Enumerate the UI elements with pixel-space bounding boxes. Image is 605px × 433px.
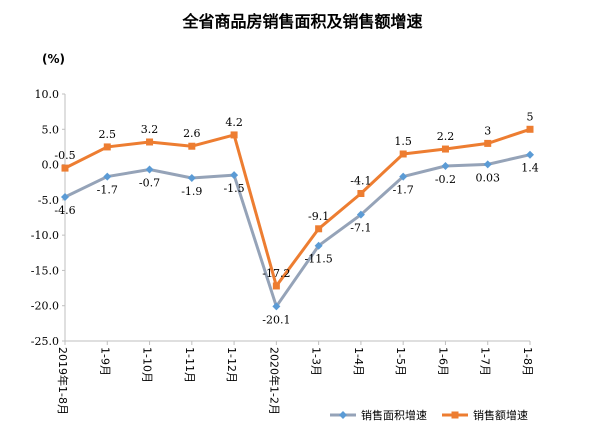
data-label: -0.5 — [54, 149, 75, 162]
data-label: 1.5 — [394, 135, 412, 148]
data-point-area — [187, 173, 196, 182]
x-tick-label: 1-5月 — [394, 347, 407, 376]
data-point-area — [526, 150, 534, 159]
data-label: -17.2 — [262, 267, 290, 280]
x-tick-label: 1-10月 — [141, 347, 154, 383]
data-point-area — [483, 160, 492, 169]
data-label: 2.2 — [437, 130, 455, 143]
x-tick-label: 2019年1-8月 — [56, 347, 70, 415]
y-axis-unit-label: (%) — [42, 52, 65, 66]
data-point-amount — [230, 131, 238, 139]
legend-marker-square — [451, 411, 459, 419]
y-tick-label: -5.0 — [38, 194, 59, 207]
x-tick-label: 1-9月 — [98, 347, 111, 376]
data-point-area — [230, 171, 239, 180]
data-label: 3.2 — [141, 123, 159, 136]
data-label: -9.1 — [308, 210, 329, 223]
x-tick-label: 1-3月 — [310, 347, 323, 376]
data-label: -4.1 — [350, 175, 371, 188]
data-point-amount — [315, 225, 323, 233]
data-label: 5 — [527, 110, 534, 123]
legend-label: 销售面积增速 — [361, 408, 427, 422]
data-point-area — [145, 165, 154, 174]
data-label: -0.7 — [139, 177, 160, 190]
x-tick-label: 1-12月 — [225, 347, 238, 383]
data-point-amount — [103, 143, 111, 151]
data-label: 0.03 — [475, 171, 500, 184]
chart-title: 全省商品房销售面积及销售额增速 — [182, 12, 423, 31]
data-label: 2.5 — [99, 128, 117, 141]
x-tick-label: 1-11月 — [183, 347, 196, 383]
data-label: -7.1 — [350, 222, 371, 235]
data-point-amount — [399, 150, 407, 158]
legend-marker-diamond — [339, 411, 347, 419]
data-label: -1.9 — [181, 185, 202, 198]
x-tick-label: 1-6月 — [436, 347, 449, 376]
data-point-amount — [484, 139, 492, 147]
data-label: -20.1 — [262, 313, 290, 326]
y-tick-label: 10.0 — [35, 88, 60, 101]
data-label: -1.5 — [223, 182, 244, 195]
data-label: -1.7 — [97, 184, 118, 197]
data-point-amount — [441, 145, 449, 153]
data-label: 3 — [484, 124, 491, 137]
data-label: 2.6 — [183, 127, 201, 140]
y-tick-label: -10.0 — [31, 229, 59, 242]
y-tick-label: -20.0 — [31, 300, 59, 313]
y-tick-label: 5.0 — [42, 123, 60, 136]
data-label: -4.6 — [54, 204, 75, 217]
series-line-area — [64, 153, 531, 308]
data-point-area — [103, 172, 112, 181]
data-label: -1.7 — [393, 184, 414, 197]
x-tick-label: 1-8月 — [521, 347, 534, 376]
data-label: -0.2 — [435, 173, 456, 186]
legend-label: 销售额增速 — [473, 408, 528, 422]
data-point-amount — [272, 282, 280, 290]
data-point-area — [314, 241, 323, 250]
y-tick-label: -25.0 — [31, 335, 59, 348]
y-tick-label: 0.0 — [42, 159, 60, 172]
data-label: 1.4 — [521, 162, 539, 175]
series-line-amount — [64, 127, 531, 288]
data-point-amount — [188, 142, 196, 150]
data-point-area — [356, 210, 365, 219]
data-point-amount — [61, 164, 69, 172]
data-point-amount — [146, 138, 154, 146]
x-tick-label: 1-4月 — [352, 347, 365, 376]
data-label: 4.2 — [225, 116, 243, 129]
data-point-area — [272, 302, 281, 311]
data-point-amount — [526, 125, 534, 133]
x-tick-label: 1-7月 — [479, 347, 492, 376]
data-point-area — [399, 172, 408, 181]
data-label: -11.5 — [305, 253, 333, 266]
y-tick-label: -15.0 — [31, 264, 59, 277]
data-point-amount — [357, 190, 365, 198]
x-tick-label: 2020年1-2月 — [267, 347, 281, 415]
data-point-area — [441, 161, 450, 170]
data-point-area — [61, 193, 69, 202]
